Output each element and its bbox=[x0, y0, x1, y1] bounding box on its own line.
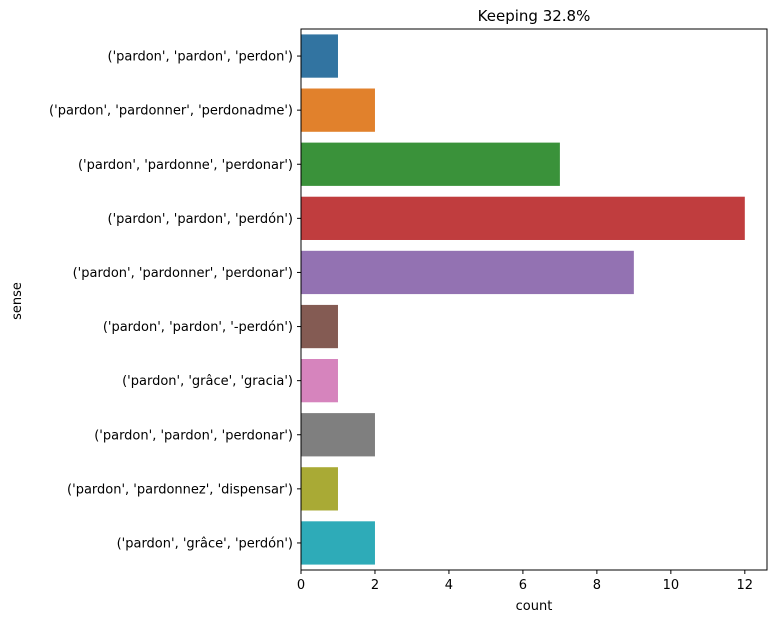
bar bbox=[301, 142, 560, 186]
x-tick-label: 6 bbox=[519, 578, 527, 593]
x-tick-label: 8 bbox=[593, 578, 601, 593]
y-tick-label: ('pardon', 'pardonne', 'perdonar') bbox=[78, 158, 293, 173]
x-tick-label: 4 bbox=[445, 578, 453, 593]
y-tick-label: ('pardon', 'pardon', 'perdon') bbox=[108, 50, 294, 65]
bar bbox=[301, 88, 375, 132]
bars-group bbox=[301, 34, 745, 565]
chart-title: Keeping 32.8% bbox=[478, 7, 591, 25]
y-tick-labels: ('pardon', 'pardon', 'perdon') ('pardon',… bbox=[49, 50, 301, 551]
bar bbox=[301, 359, 338, 403]
bar bbox=[301, 467, 338, 511]
bar bbox=[301, 250, 634, 295]
x-axis-label: count bbox=[516, 599, 553, 614]
bar bbox=[301, 304, 338, 349]
y-tick-label: ('pardon', 'pardonnez', 'dispensar') bbox=[67, 482, 293, 497]
x-tick-label: 2 bbox=[371, 578, 379, 593]
y-tick-label: ('pardon', 'pardon', 'perdón') bbox=[108, 212, 294, 227]
y-tick-label: ('pardon', 'grâce', 'perdón') bbox=[117, 536, 293, 551]
bar bbox=[301, 34, 338, 78]
plot-frame bbox=[300, 28, 768, 571]
y-tick-label: ('pardon', 'pardonner', 'perdonar') bbox=[73, 266, 293, 281]
y-axis-label: sense bbox=[10, 282, 25, 320]
bar bbox=[301, 413, 375, 457]
y-tick-label: ('pardon', 'pardonner', 'perdonadme') bbox=[49, 104, 293, 119]
y-tick-label: ('pardon', 'grâce', 'gracia') bbox=[122, 374, 293, 389]
bar bbox=[301, 196, 745, 240]
y-tick-label: ('pardon', 'pardon', '-perdón') bbox=[103, 320, 293, 335]
bar bbox=[301, 521, 375, 565]
x-axis-ticks: 0 2 4 6 8 10 12 bbox=[297, 570, 753, 593]
x-tick-label: 10 bbox=[663, 578, 680, 593]
x-tick-label: 0 bbox=[297, 578, 305, 593]
x-tick-label: 12 bbox=[737, 578, 754, 593]
y-tick-label: ('pardon', 'pardon', 'perdonar') bbox=[94, 428, 293, 443]
